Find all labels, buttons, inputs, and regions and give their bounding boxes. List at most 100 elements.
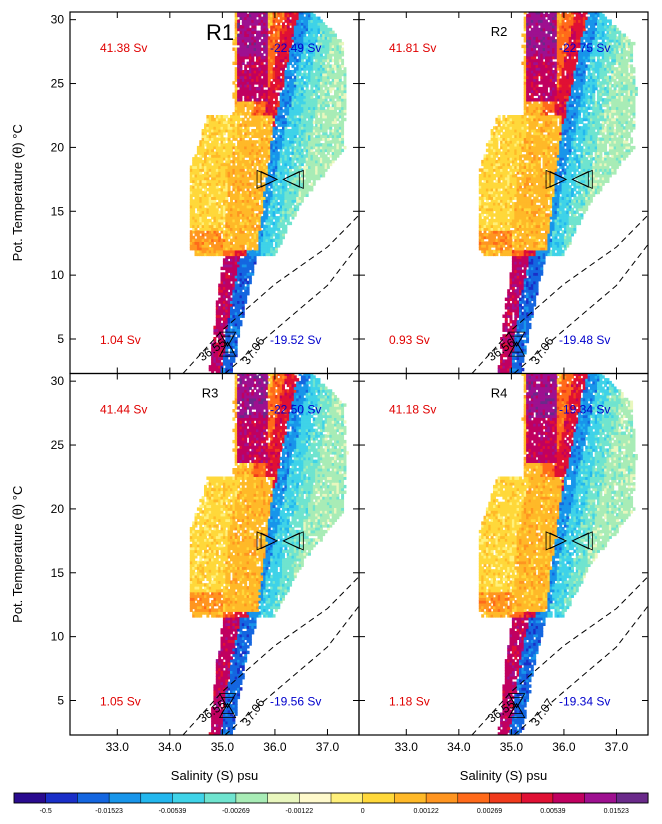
- heatmap-cell: [286, 145, 290, 150]
- heatmap-cell: [300, 159, 304, 164]
- heatmap-cell: [230, 356, 233, 361]
- heatmap-cell: [211, 202, 215, 206]
- heatmap-cell: [237, 238, 241, 243]
- heatmap-cell: [312, 106, 316, 110]
- heatmap-cell: [234, 351, 238, 355]
- heatmap-cell: [308, 174, 311, 178]
- heatmap-cell: [341, 129, 345, 133]
- heatmap-cell: [310, 67, 314, 71]
- heatmap-cell: [267, 134, 271, 139]
- heatmap-cell: [211, 348, 215, 352]
- heatmap-cell: [511, 370, 515, 374]
- heatmap-cell: [308, 50, 311, 54]
- heatmap-cell: [246, 269, 250, 273]
- heatmap-cell: [523, 286, 527, 290]
- heatmap-cell: [509, 348, 513, 352]
- heatmap-cell: [317, 89, 321, 94]
- heatmap-cell: [326, 165, 330, 169]
- heatmap-cell: [272, 117, 276, 122]
- heatmap-cell: [263, 235, 267, 240]
- heatmap-cell: [263, 151, 267, 155]
- heatmap-cell: [300, 95, 304, 99]
- heatmap-cell: [220, 137, 224, 141]
- heatmap-cell: [511, 367, 515, 372]
- heatmap-cell: [215, 193, 219, 198]
- heatmap-cell: [274, 182, 278, 186]
- heatmap-cell: [279, 16, 283, 21]
- heatmap-cell: [230, 193, 233, 198]
- heatmap-cell: [533, 292, 537, 296]
- heatmap-cell: [331, 39, 335, 43]
- heatmap-cell: [274, 196, 278, 200]
- heatmap-cell: [516, 300, 520, 304]
- heatmap-cell: [239, 292, 243, 296]
- heatmap-cell: [270, 61, 274, 66]
- heatmap-cell: [234, 165, 238, 169]
- heatmap-cell: [199, 230, 203, 234]
- heatmap-cell: [201, 241, 205, 245]
- heatmap-cell: [265, 216, 269, 220]
- heatmap-cell: [260, 95, 264, 99]
- heatmap-cell: [239, 193, 243, 198]
- heatmap-cell: [201, 249, 205, 254]
- heatmap-cell: [277, 115, 281, 119]
- heatmap-cell: [493, 241, 496, 245]
- heatmap-cell: [234, 328, 238, 332]
- heatmap-cell: [263, 148, 267, 153]
- heatmap-cell: [267, 98, 271, 102]
- heatmap-cell: [248, 22, 252, 26]
- heatmap-cell: [225, 283, 229, 288]
- heatmap-cell: [296, 12, 300, 15]
- heatmap-cell: [291, 25, 295, 29]
- heatmap-cell: [222, 348, 226, 352]
- heatmap-cell: [277, 109, 281, 113]
- heatmap-cell: [258, 19, 262, 23]
- heatmap-cell: [528, 278, 532, 282]
- heatmap-cell: [528, 297, 532, 302]
- heatmap-cell: [239, 314, 243, 318]
- heatmap-cell: [296, 185, 300, 189]
- heatmap-cell: [265, 233, 269, 237]
- heatmap-cell: [263, 227, 267, 231]
- heatmap-cell: [289, 22, 293, 26]
- heatmap-cell: [336, 84, 340, 88]
- heatmap-cell: [244, 95, 248, 99]
- heatmap-cell: [253, 30, 257, 35]
- heatmap-cell: [284, 89, 288, 94]
- heatmap-cell: [265, 64, 269, 68]
- heatmap-cell: [502, 342, 506, 347]
- heatmap-cell: [260, 196, 264, 200]
- heatmap-cell: [322, 27, 326, 32]
- heatmap-cell: [300, 129, 304, 133]
- heatmap-cell: [253, 244, 257, 248]
- heatmap-cell: [324, 36, 328, 40]
- heatmap-cell: [324, 145, 328, 150]
- heatmap-cell: [204, 224, 207, 229]
- heatmap-cell: [326, 27, 330, 32]
- heatmap-cell: [265, 148, 269, 153]
- heatmap-cell: [239, 210, 243, 214]
- heatmap-cell: [251, 193, 255, 198]
- heatmap-cell: [241, 306, 245, 310]
- heatmap-cell: [315, 33, 319, 37]
- heatmap-cell: [215, 207, 219, 212]
- heatmap-cell: [305, 176, 309, 181]
- heatmap-cell: [516, 345, 520, 349]
- heatmap-cell: [241, 224, 245, 229]
- heatmap-cell: [336, 123, 340, 127]
- heatmap-cell: [293, 75, 297, 80]
- heatmap-cell: [516, 370, 520, 374]
- heatmap-cell: [296, 143, 300, 147]
- heatmap-cell: [225, 289, 229, 293]
- heatmap-cell: [218, 348, 222, 352]
- heatmap-cell: [218, 204, 222, 209]
- heatmap-cell: [523, 244, 527, 248]
- heatmap-cell: [338, 145, 342, 150]
- heatmap-cell: [260, 154, 264, 158]
- heatmap-cell: [289, 185, 293, 189]
- heatmap-cell: [211, 145, 215, 150]
- heatmap-cell: [291, 78, 295, 82]
- heatmap-cell: [310, 27, 314, 32]
- heatmap-cell: [300, 182, 304, 186]
- heatmap-cell: [504, 320, 508, 324]
